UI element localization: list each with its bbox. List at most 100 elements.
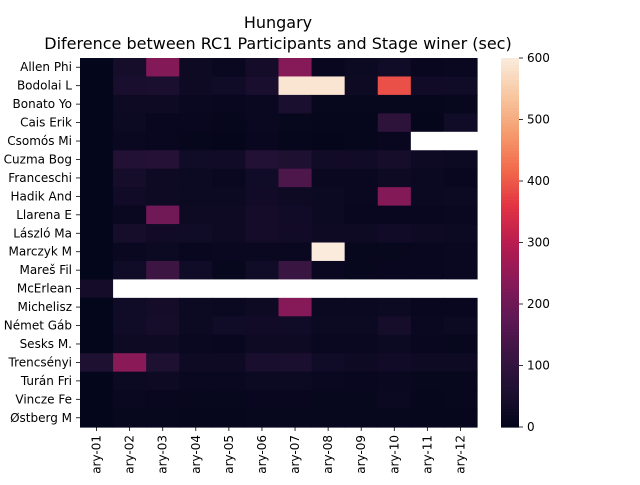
colorbar-segment [501, 177, 519, 182]
colorbar-segment [501, 224, 519, 228]
row-label: Mareš Fil [19, 263, 72, 277]
column-label: ary-08 [321, 435, 335, 474]
heatmap-cell [443, 150, 478, 170]
colorbar-segment [501, 202, 519, 207]
row-label: Sesks M. [20, 337, 72, 351]
heatmap-cell [113, 408, 147, 428]
heatmap-cell [377, 131, 412, 151]
heatmap-cell [443, 260, 478, 280]
row-label: Marczyk M [9, 245, 73, 259]
row-label: Bonato Yo [13, 97, 72, 111]
heatmap-cell [377, 390, 412, 410]
column-label: ary-09 [354, 435, 368, 474]
heatmap-cell [245, 76, 280, 96]
heatmap-cell [212, 408, 247, 428]
heatmap-cell [245, 58, 280, 78]
colorbar-segment [501, 310, 519, 314]
heatmap-cell [278, 334, 313, 354]
heatmap-cell [245, 94, 280, 114]
colorbar-segment [501, 159, 519, 164]
heatmap-cell [179, 76, 213, 96]
heatmap-cell [113, 390, 147, 410]
colorbar-segment [501, 297, 519, 302]
heatmap-cell [344, 150, 379, 170]
heatmap-cell [344, 316, 379, 336]
row-label: Franceschi [8, 171, 72, 185]
colorbar-segment [501, 374, 519, 379]
column-label: ary-02 [123, 435, 137, 474]
row-label: László Ma [13, 226, 72, 240]
colorbar-segment [501, 162, 519, 167]
colorbar-segment [501, 97, 519, 102]
heatmap-cell [377, 205, 412, 225]
colorbar-segment [501, 300, 519, 305]
colorbar-segment [501, 122, 519, 127]
row-label: Turán Fri [20, 374, 72, 388]
heatmap-cell [245, 260, 280, 280]
colorbar-segment [501, 184, 519, 188]
colorbar-segment [501, 79, 519, 84]
colorbar-segment [501, 131, 519, 136]
colorbar-segment [501, 67, 519, 71]
heatmap-cell [80, 334, 114, 354]
heatmap-cell [344, 131, 379, 151]
colorbar-segment [501, 276, 519, 280]
heatmap-cell [344, 279, 379, 299]
heatmap-cell [245, 371, 280, 391]
heatmap-cell [113, 224, 147, 244]
heatmap-cell [443, 371, 478, 391]
heatmap-cell [311, 224, 346, 244]
heatmap-cell [311, 371, 346, 391]
heatmap-cell [278, 76, 313, 96]
heatmap-cell [245, 242, 280, 262]
heatmap-cell [344, 58, 379, 78]
colorbar-segment [501, 383, 519, 388]
colorbar-segment [501, 356, 519, 360]
heatmap-cell [80, 224, 114, 244]
row-label: Cuzma Bog [4, 152, 72, 166]
row-label: Trencsényi [8, 355, 73, 369]
heatmap-cell [344, 224, 379, 244]
heatmap-cell [212, 76, 247, 96]
heatmap-cell [344, 334, 379, 354]
row-label: Hadik And [10, 189, 72, 203]
heatmap-cell [146, 94, 180, 114]
colorbar-segment [501, 362, 519, 367]
heatmap-cell [212, 297, 247, 317]
heatmap-cell [410, 260, 445, 280]
heatmap-cell [410, 353, 445, 373]
heatmap-cell [278, 58, 313, 78]
heatmap-cell [410, 242, 445, 262]
colorbar-segment [501, 104, 519, 108]
heatmap-cell [311, 297, 346, 317]
heatmap-cell [410, 76, 445, 96]
heatmap-cell [410, 58, 445, 78]
heatmap-cell [278, 408, 313, 428]
heatmap-cell [113, 371, 147, 391]
heatmap-cell [311, 260, 346, 280]
heatmap-cell [113, 205, 147, 225]
heatmap-cell [278, 113, 313, 133]
colorbar-segment [501, 313, 519, 317]
heatmap-cell [311, 279, 346, 299]
column-label: ary-03 [156, 435, 170, 474]
colorbar-segment [501, 134, 519, 139]
heatmap-cell [80, 279, 114, 299]
colorbar-tick-label: 200 [527, 297, 550, 311]
heatmap-cell [410, 113, 445, 133]
heatmap-cell [212, 334, 247, 354]
colorbar-segment [501, 390, 519, 394]
colorbar-segment [501, 119, 519, 124]
colorbar-segment [501, 405, 519, 410]
heatmap-cell [278, 94, 313, 114]
heatmap-cell [80, 353, 114, 373]
heatmap-cell [212, 187, 247, 207]
heatmap-cell [311, 187, 346, 207]
heatmap-cell [443, 224, 478, 244]
heatmap-cell [179, 279, 213, 299]
colorbar-segment [501, 248, 519, 253]
heatmap-cell [80, 150, 114, 170]
heatmap-cell [344, 205, 379, 225]
heatmap-cell [443, 131, 478, 151]
